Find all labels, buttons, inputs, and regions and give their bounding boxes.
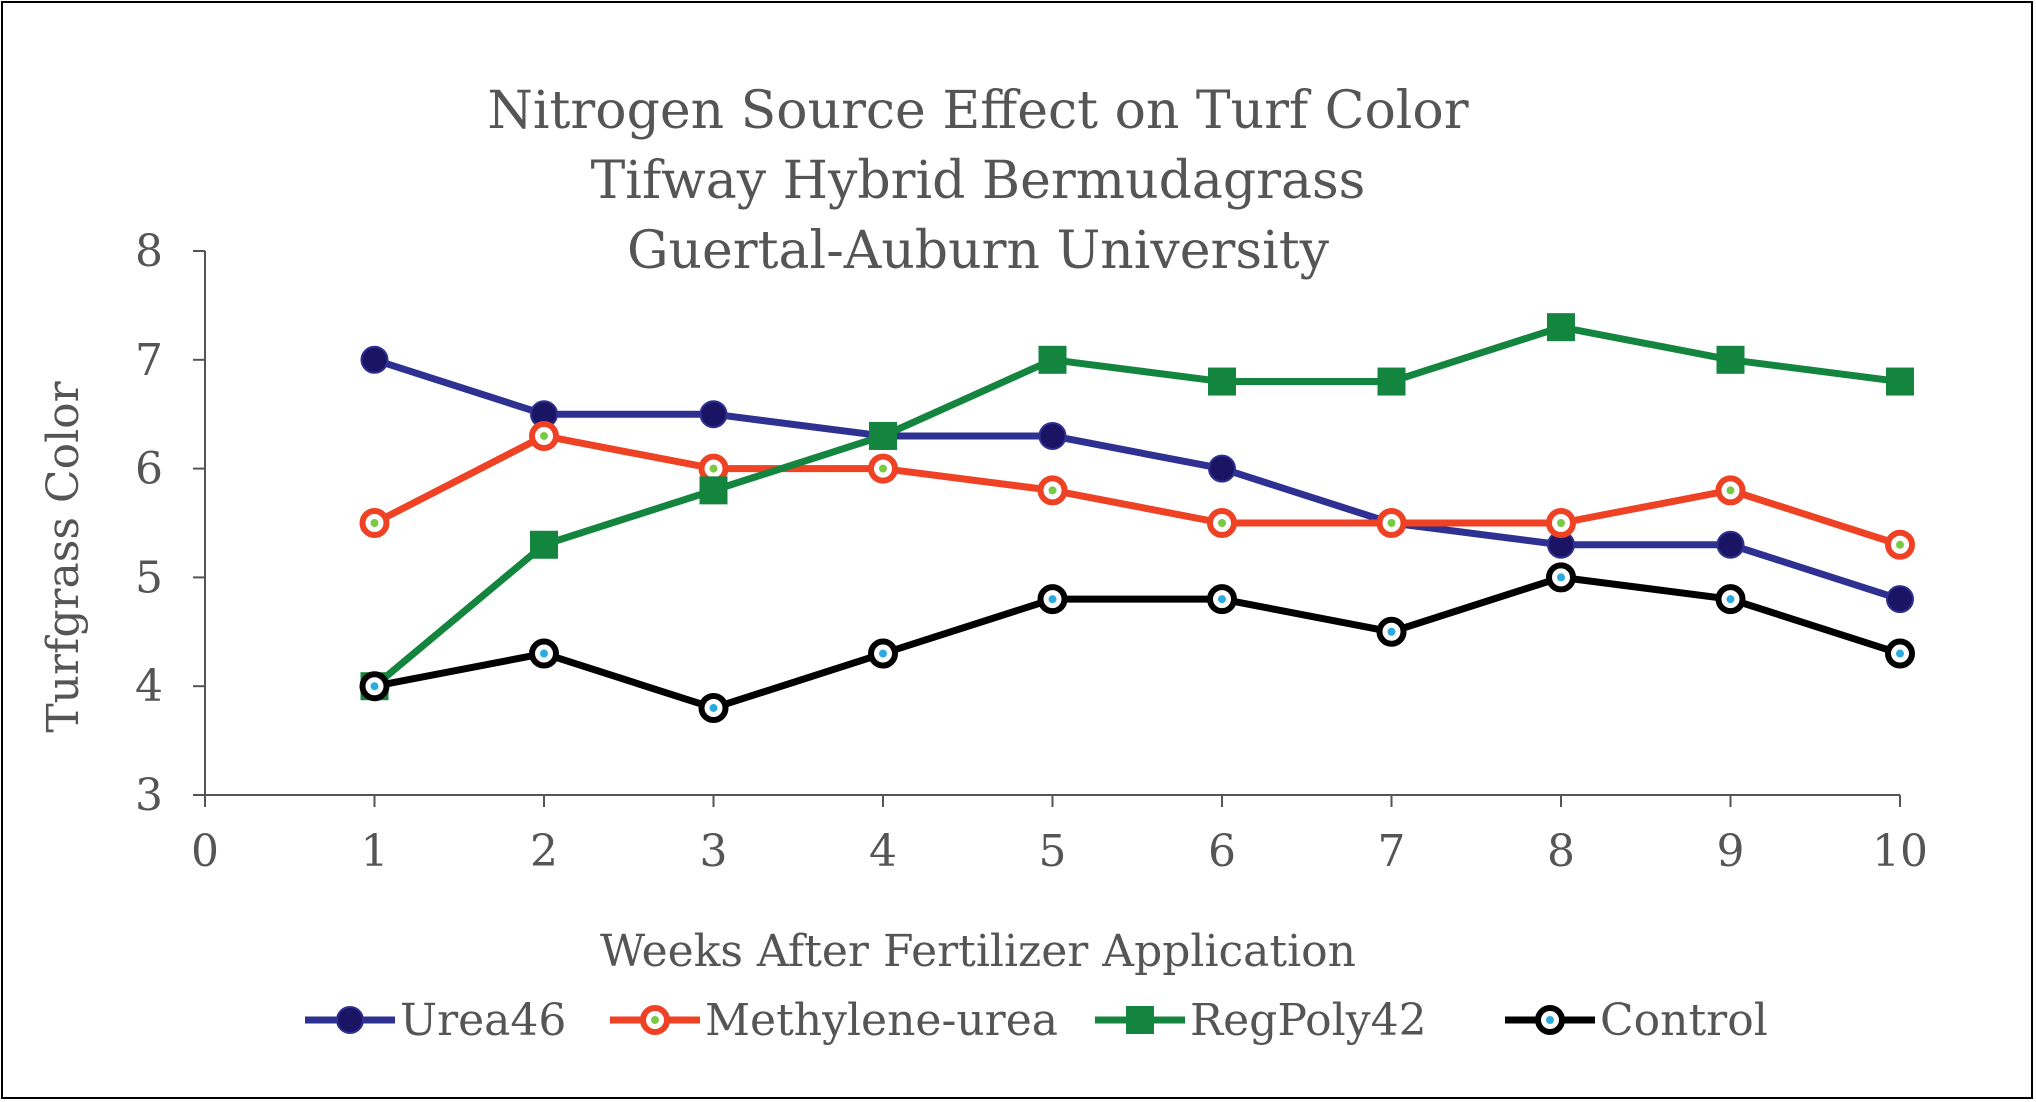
y-tick-label: 5 [135, 552, 163, 603]
y-tick-label: 4 [135, 661, 163, 712]
legend-marker [1535, 1005, 1565, 1035]
data-point [1037, 584, 1068, 615]
x-tick-label: 3 [700, 826, 728, 877]
data-point [1037, 475, 1068, 506]
data-point [1885, 638, 1915, 669]
x-axis-title: Weeks After Fertilizer Application [600, 926, 1356, 977]
data-point [1716, 530, 1745, 559]
data-point [1546, 562, 1576, 593]
data-point [1715, 475, 1746, 506]
data-point [1547, 313, 1575, 342]
axes [204, 251, 1900, 796]
legend: Urea46 Methylene-urea RegPoly42 Control [305, 995, 1768, 1046]
x-tick-label: 8 [1547, 826, 1575, 877]
x-tick-label: 9 [1717, 826, 1745, 877]
chart-title-line-3: Guertal-Auburn University [627, 221, 1330, 281]
data-point [1376, 508, 1407, 538]
x-tick-label: 5 [1039, 826, 1067, 877]
y-tick-label: 7 [135, 335, 163, 386]
data-point [1886, 585, 1914, 614]
data-point [1208, 367, 1236, 396]
data-point [1377, 367, 1406, 396]
series-line [373, 573, 1902, 712]
chart-title: Nitrogen Source Effect on Turf Color Tif… [487, 81, 1468, 281]
legend-label: Urea46 [400, 995, 566, 1046]
legend-label: RegPoly42 [1190, 995, 1427, 1046]
series-line [372, 323, 1901, 689]
x-tick-label: 1 [361, 826, 389, 877]
data-point [699, 400, 728, 429]
legend-entry: RegPoly42 [1095, 995, 1427, 1046]
data-point [359, 508, 390, 538]
data-point [1715, 584, 1746, 615]
data-point [1885, 529, 1915, 560]
data-point [529, 638, 559, 669]
y-tick-label: 3 [135, 770, 163, 821]
chart-title-line-1: Nitrogen Source Effect on Turf Color [487, 81, 1468, 141]
x-tick-label: 4 [869, 826, 897, 877]
chart-title-line-2: Tifway Hybrid Bermudagrass [591, 151, 1366, 211]
data-point [1038, 421, 1067, 450]
data-point [529, 420, 559, 451]
data-point [698, 692, 729, 723]
data-point [1207, 508, 1237, 538]
x-tick-label: 0 [191, 826, 219, 877]
legend-label: Control [1600, 995, 1768, 1046]
data-point [1207, 584, 1237, 615]
data-point [1886, 367, 1914, 396]
data-point [868, 453, 898, 484]
legend-entry: Urea46 [305, 995, 566, 1046]
data-point [360, 345, 389, 374]
y-tick-label: 8 [135, 226, 163, 277]
data-point [1716, 345, 1745, 374]
legend-marker [1126, 1006, 1154, 1034]
legend-entry: Methylene-urea [610, 995, 1058, 1046]
data-point [699, 476, 728, 505]
legend-marker [640, 1005, 670, 1035]
x-axis-ticks: 0 1 2 3 4 5 6 7 8 9 10 [191, 795, 1928, 877]
series-urea46 [360, 345, 1914, 614]
x-tick-label: 10 [1872, 826, 1928, 877]
x-tick-label: 2 [530, 826, 558, 877]
series-methylene-urea [359, 420, 1915, 560]
series-layer [359, 313, 1915, 723]
legend-entry: Control [1505, 995, 1768, 1046]
y-tick-label: 6 [135, 444, 163, 495]
data-point [1546, 508, 1576, 538]
series-line [373, 356, 1902, 603]
data-point [869, 421, 897, 450]
data-point [868, 638, 898, 669]
data-point [359, 671, 390, 702]
x-tick-label: 6 [1208, 826, 1236, 877]
legend-label: Methylene-urea [705, 995, 1058, 1046]
data-point [1208, 454, 1236, 483]
series-control [359, 562, 1915, 723]
x-tick-label: 7 [1378, 826, 1406, 877]
series-line [372, 432, 1902, 549]
y-axis-title: Turfgrass Color [38, 380, 89, 732]
y-axis-ticks: 3 4 5 6 7 8 [135, 226, 205, 821]
data-point [530, 530, 558, 559]
legend-marker [336, 1006, 364, 1034]
data-point [1376, 616, 1407, 647]
data-point [1038, 345, 1067, 374]
